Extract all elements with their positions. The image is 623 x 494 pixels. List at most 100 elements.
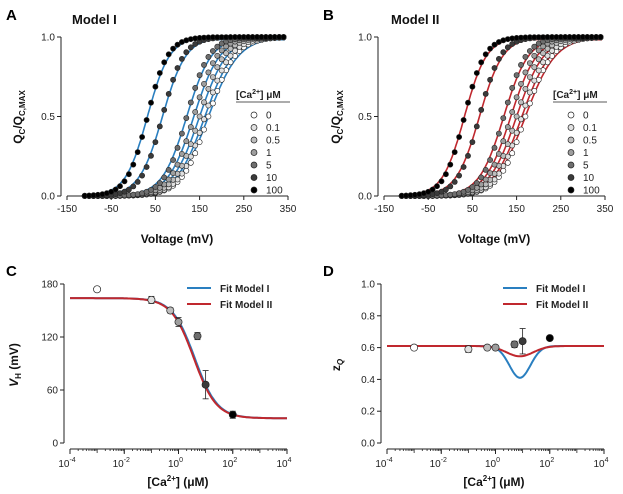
- panel-b-point-100: [597, 34, 604, 40]
- panel-b-point-1: [522, 69, 529, 76]
- panel-a-ytick-label: 0.0: [41, 192, 55, 203]
- panel-b-point-5: [478, 174, 485, 181]
- panel-b-point-0_5: [504, 141, 511, 147]
- panel-b-point-0_1: [544, 52, 551, 59]
- panel-a-point-10: [143, 164, 150, 170]
- panel-a-point-5: [192, 85, 199, 91]
- panel-a-point-5: [178, 130, 185, 137]
- panel-b-point-5: [500, 115, 507, 121]
- panel-a-point-5: [196, 72, 203, 79]
- panel-b-point-100: [447, 161, 454, 168]
- panel-a-legend-label-0: 0: [266, 111, 272, 122]
- panel-b-point-5: [473, 180, 480, 186]
- panel-a-ytick-label: 1.0: [41, 33, 55, 44]
- panel-a-point-0_1: [214, 77, 221, 84]
- panel-c-xtick-label: 10-4: [58, 457, 75, 470]
- panel-d-ytick-label: 0.0: [361, 439, 375, 450]
- panel-a-point-100: [148, 99, 154, 106]
- panel-a-xtick-label: -150: [57, 204, 77, 215]
- panel-b-point-10: [504, 44, 511, 51]
- panel-c-xtick-label: 100: [168, 457, 183, 470]
- panel-b-xtick-label: 150: [508, 204, 525, 215]
- panel-a-ylabel: QC/QC,MAX: [11, 90, 27, 144]
- panel-b-xtick-label: 50: [467, 204, 479, 215]
- panel-d-ytick-label: 0.8: [361, 311, 375, 322]
- panel-letter-c: C: [6, 263, 17, 280]
- panel-b-point-10: [469, 139, 476, 145]
- panel-c-fit-model2: [70, 297, 287, 420]
- panel-b-point-1: [491, 161, 498, 168]
- panel-a-point-5: [156, 180, 163, 186]
- panel-a-point-1: [196, 94, 203, 101]
- panel-a-point-10: [170, 76, 176, 83]
- panel-a-point-0_1: [227, 52, 234, 59]
- panel-b-point-10: [487, 76, 493, 83]
- panel-a-point-100: [139, 134, 145, 140]
- panel-b-xlabel: Voltage (mV): [458, 232, 530, 246]
- panel-a-xtick-label: -50: [104, 204, 119, 215]
- panel-d-legend-model1: Fit Model I: [536, 284, 586, 295]
- panel-a-point-5: [183, 115, 190, 121]
- panel-a-point-0_5: [196, 113, 203, 120]
- panel-a-point-10: [192, 41, 199, 47]
- panel-c-point: [193, 332, 202, 341]
- panel-b-point-10: [442, 186, 449, 193]
- panel-b-point-0: [504, 159, 511, 166]
- panel-a-point-0_5: [187, 141, 194, 147]
- panel-b-xtick-label: -150: [374, 204, 394, 215]
- panel-b-point-0_1: [522, 102, 529, 109]
- panel-c-fit-model1: [70, 297, 287, 420]
- panel-a-point-10: [130, 183, 137, 190]
- panel-a-xlabel: Voltage (mV): [141, 232, 213, 246]
- panel-b-point-10: [465, 152, 471, 159]
- panel-b-point-1: [495, 150, 502, 157]
- panel-b-point-100: [465, 99, 471, 106]
- panel-b-point-5: [465, 186, 471, 193]
- panel-c-ytick-label: 60: [47, 386, 59, 397]
- panel-a-point-0_5: [205, 86, 212, 92]
- panel-b-point-5: [495, 130, 502, 137]
- panel-a-point-0: [196, 139, 203, 145]
- panel-d-ytick-label: 0.4: [361, 375, 375, 386]
- panel-a-point-5: [187, 99, 194, 106]
- panel-a-point-100: [156, 70, 163, 76]
- panel-b-point-0_1: [540, 59, 546, 66]
- panel-a-legend-marker-0_1: [250, 124, 258, 131]
- panel-a-point-100: [174, 41, 181, 48]
- panel-d-point: [410, 343, 419, 352]
- panel-d-xtick-label: 102: [539, 457, 554, 470]
- panel-c-xtick-label: 102: [222, 457, 237, 470]
- panel-d-xtick-label: 10-4: [375, 457, 392, 470]
- panel-b-point-0_1: [535, 67, 542, 74]
- panel-a-point-1: [187, 124, 194, 130]
- panel-b-point-5: [513, 72, 520, 79]
- panel-b-point-100: [469, 83, 476, 90]
- panel-b-point-0: [522, 113, 529, 120]
- panel-b-point-100: [478, 59, 485, 66]
- panel-b-point-0_5: [522, 86, 529, 92]
- panel-b-legend-label-10: 10: [583, 173, 595, 184]
- panel-b-point-1: [500, 138, 507, 145]
- panel-b-point-5: [491, 144, 498, 151]
- panel-b-ytick-label: 0.5: [358, 112, 372, 123]
- panel-c-xtick-label: 104: [276, 457, 291, 470]
- panel-b-point-10: [478, 107, 485, 113]
- panel-a-point-5: [174, 144, 181, 151]
- panel-a-point-0: [187, 159, 194, 166]
- panel-a-point-100: [108, 188, 115, 195]
- panel-b-point-10: [482, 91, 489, 97]
- panel-b-legend-marker-0_5: [567, 136, 575, 144]
- panel-a-point-0_5: [192, 127, 199, 134]
- panel-a-legend-label-100: 100: [266, 186, 283, 197]
- panel-b-xtick-label: -50: [421, 204, 436, 215]
- panel-d-point: [545, 334, 554, 343]
- panel-b-point-1: [518, 81, 524, 87]
- panel-b-point-0_5: [531, 64, 538, 71]
- panel-b-point-5: [531, 43, 538, 50]
- panel-a-legend-label-0_5: 0.5: [266, 136, 280, 147]
- panel-d-ytick-label: 1.0: [361, 280, 375, 291]
- panel-c-ylabel: VH (mV): [7, 343, 23, 387]
- panel-b-point-1: [535, 47, 542, 54]
- panel-b-legend-label-0_1: 0.1: [583, 123, 597, 134]
- panel-letter-b: B: [323, 7, 334, 24]
